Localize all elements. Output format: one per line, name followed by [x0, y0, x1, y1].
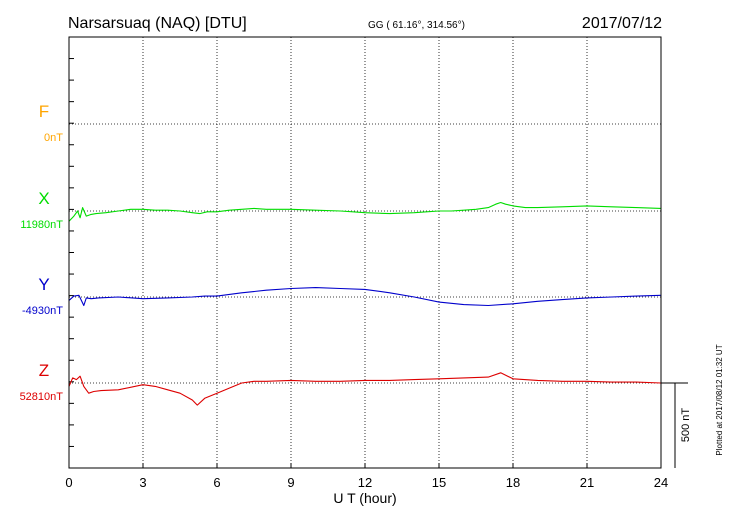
- x-tick-label: 21: [580, 475, 594, 490]
- series-baseline-y: -4930nT: [22, 305, 63, 317]
- x-tick-label: 24: [654, 475, 668, 490]
- traces: [68, 201, 662, 406]
- series-name-z: Z: [39, 361, 49, 380]
- scale-bar-label: 500 nT: [680, 408, 692, 443]
- grid: [69, 36, 661, 468]
- station-coordinates: GG ( 61.16°, 314.56°): [368, 20, 465, 31]
- chart-date: 2017/07/12: [582, 15, 662, 32]
- trace-x: [68, 201, 662, 222]
- x-axis: 0 3 6 9 12 15 18 21 24: [65, 463, 668, 490]
- series-name-f: F: [39, 102, 49, 121]
- x-tick-label: 12: [358, 475, 372, 490]
- series-name-y: Y: [38, 275, 49, 294]
- series-baseline-f: 0nT: [44, 132, 63, 144]
- chart-title: Narsarsuaq (NAQ) [DTU]: [68, 15, 247, 32]
- x-tick-label: 15: [432, 475, 446, 490]
- x-tick-label: 9: [287, 475, 294, 490]
- x-tick-label: 6: [213, 475, 220, 490]
- series-name-x: X: [38, 189, 49, 208]
- series-labels: F 0nT X 11980nT Y -4930nT Z 52810nT: [20, 102, 64, 403]
- trace-y: [68, 287, 662, 307]
- trace-z: [68, 372, 662, 406]
- series-baseline-z: 52810nT: [20, 391, 64, 403]
- series-baseline-x: 11980nT: [20, 219, 63, 231]
- x-tick-label: 18: [506, 475, 520, 490]
- scale-bar: 500 nT: [661, 382, 692, 468]
- x-tick-label: 3: [139, 475, 146, 490]
- x-axis-label: U T (hour): [333, 490, 396, 506]
- plotted-timestamp: Plotted at 2017/08/12 01:32 UT: [715, 344, 724, 455]
- x-tick-label: 0: [65, 475, 72, 490]
